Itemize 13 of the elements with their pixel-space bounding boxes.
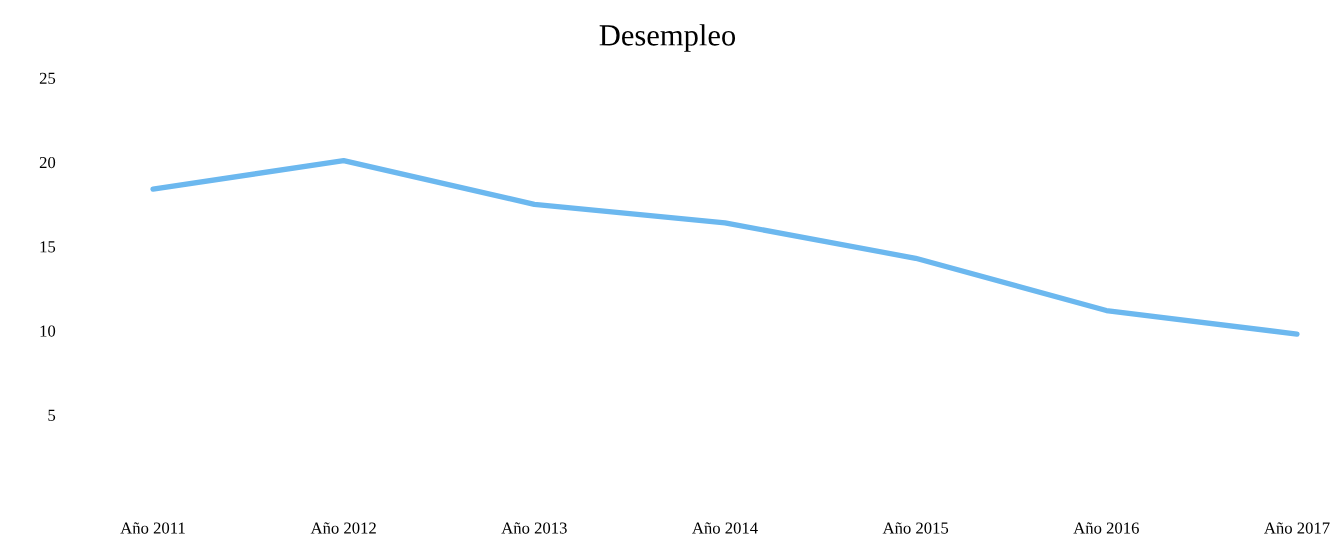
x-tick-label: Año 2011 xyxy=(120,522,185,534)
x-tick-label: Año 2015 xyxy=(882,522,949,534)
chart-title: Desempleo xyxy=(599,24,736,52)
x-tick-label: Año 2017 xyxy=(1264,522,1330,534)
y-tick-label: 10 xyxy=(40,325,56,337)
y-tick-label: 20 xyxy=(39,156,56,169)
x-tick-label: Año 2016 xyxy=(1073,522,1139,534)
y-tick-label: 15 xyxy=(40,241,56,253)
y-tick-label: 5 xyxy=(48,409,56,421)
x-tick-label: Año 2012 xyxy=(310,522,376,534)
x-tick-label: Año 2014 xyxy=(692,522,758,534)
x-tick-label: Año 2013 xyxy=(501,522,567,534)
y-tick-label: 25 xyxy=(39,72,56,84)
